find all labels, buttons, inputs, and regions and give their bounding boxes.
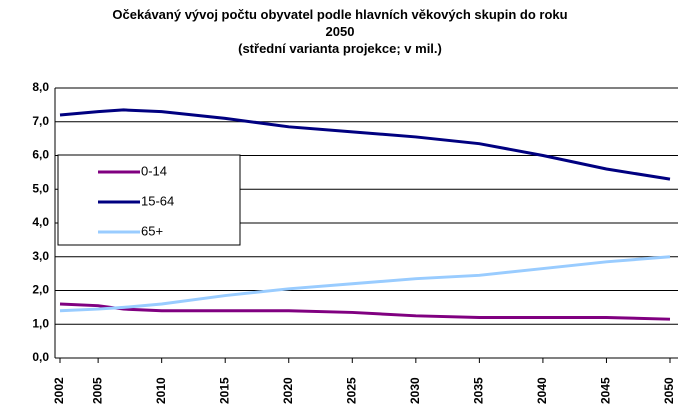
line-series [59, 108, 671, 181]
x-tick-label: 2050 [662, 377, 676, 404]
legend-label: 15-64 [141, 193, 174, 208]
x-tick-label: 2002 [52, 377, 66, 404]
y-tick-label: 0,0 [32, 350, 49, 364]
y-tick-label: 5,0 [32, 181, 49, 195]
line-series [59, 255, 671, 313]
legend: 0-14 15-64 65+ [57, 154, 241, 246]
legend-label: 0-14 [141, 163, 167, 178]
legend-label: 65+ [141, 223, 163, 238]
y-tick-label: 8,0 [32, 80, 49, 94]
x-tick-label: 2025 [344, 377, 358, 404]
x-tick-label: 2015 [217, 377, 231, 404]
y-tick-label: 3,0 [32, 249, 49, 263]
y-tick-label: 1,0 [32, 316, 49, 330]
y-tick-label: 4,0 [32, 215, 49, 229]
x-tick-label: 2005 [90, 377, 104, 404]
x-tick-label: 2010 [154, 377, 168, 404]
x-tick-label: 2020 [281, 377, 295, 404]
x-tick-label: 2030 [408, 377, 422, 404]
x-tick-label: 2035 [472, 377, 486, 404]
x-tick-label: 2045 [599, 377, 613, 404]
y-tick-label: 6,0 [32, 148, 49, 162]
y-tick-label: 2,0 [32, 283, 49, 297]
y-tick-label: 7,0 [32, 114, 49, 128]
x-tick-label: 2040 [535, 377, 549, 404]
chart-subtitle: (střední varianta projekce; v mil.) [238, 41, 442, 56]
chart-title: Očekávaný vývoj počtu obyvatel podle hla… [112, 7, 568, 39]
legend-box [57, 154, 241, 246]
